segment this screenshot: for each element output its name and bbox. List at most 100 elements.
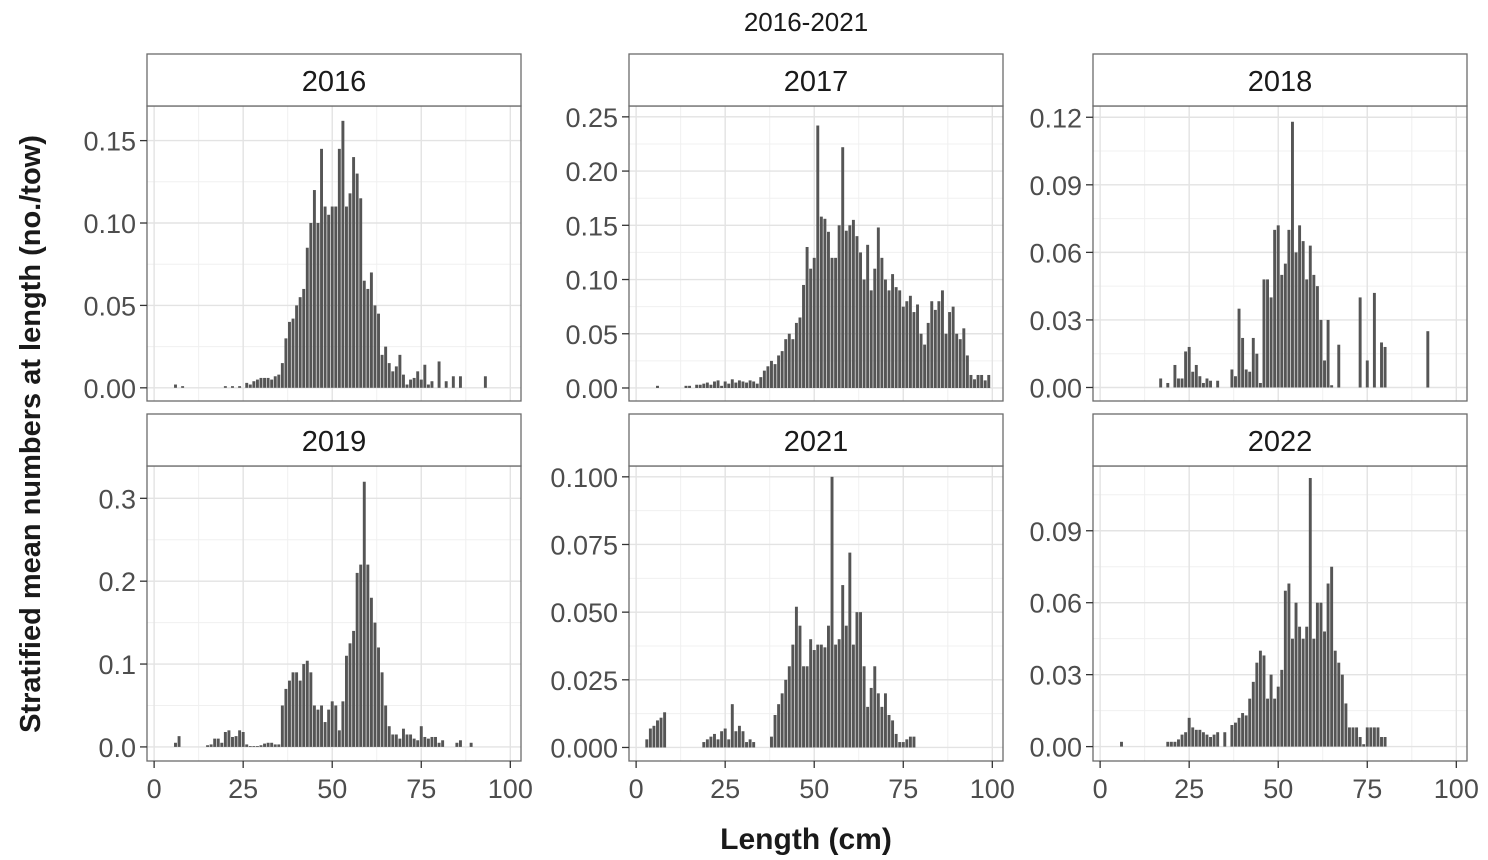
histogram-bar	[387, 726, 391, 747]
y-tick-label: 0.09	[1029, 517, 1082, 547]
histogram-bar	[255, 746, 259, 747]
histogram-bar	[1191, 727, 1195, 747]
histogram-bar	[409, 734, 413, 747]
histogram-bar	[851, 219, 855, 388]
histogram-bar	[919, 333, 923, 388]
y-tick-label: 0.0	[98, 733, 136, 763]
histogram-bar	[891, 720, 895, 748]
histogram-bar	[770, 360, 773, 388]
histogram-bar	[266, 742, 270, 747]
histogram-bar	[848, 552, 852, 748]
histogram-bar	[1355, 727, 1359, 747]
histogram-bar	[905, 739, 909, 748]
histogram-bar	[951, 306, 955, 388]
histogram-bar	[1315, 286, 1319, 388]
facet-strip	[146, 53, 522, 107]
histogram-bar	[1380, 342, 1383, 388]
histogram-bar	[1173, 741, 1177, 747]
histogram-bar	[330, 206, 334, 388]
histogram-bar	[652, 725, 656, 748]
histogram-bar	[1205, 734, 1209, 747]
histogram-bar	[320, 148, 323, 388]
histogram-bar	[869, 290, 873, 388]
histogram-bar	[419, 379, 423, 388]
histogram-bar	[809, 268, 813, 388]
histogram-bar	[298, 297, 302, 388]
histogram-bar	[773, 364, 777, 388]
histogram-bar	[1287, 583, 1291, 747]
histogram-bar	[1194, 729, 1198, 747]
histogram-bar	[841, 147, 845, 388]
histogram-bar	[384, 346, 388, 388]
histogram-bar	[248, 384, 252, 388]
figure-title: 2016-2021	[744, 7, 868, 37]
histogram-bar	[887, 290, 891, 388]
y-tick-label: 0.100	[550, 463, 618, 493]
histogram-bar	[458, 740, 462, 747]
y-tick-label: 0.06	[1029, 238, 1082, 268]
histogram-bar	[1315, 602, 1319, 747]
facet-panels: 20160.000.050.100.1520170.000.050.100.15…	[83, 53, 1479, 804]
histogram-bar	[955, 333, 959, 388]
histogram-bar	[1262, 655, 1266, 747]
x-tick-label: 50	[1263, 774, 1293, 804]
histogram-bar	[1323, 631, 1326, 747]
histogram-bar	[334, 705, 338, 747]
histogram-bar	[1337, 344, 1341, 388]
histogram-bar	[234, 736, 238, 747]
histogram-bar	[434, 736, 437, 747]
y-tick-label: 0.00	[565, 374, 618, 404]
histogram-bar	[252, 381, 256, 388]
histogram-bar	[1223, 732, 1227, 747]
histogram-bar	[663, 712, 667, 748]
histogram-bar	[855, 236, 859, 388]
histogram-bar	[933, 309, 937, 388]
histogram-bar	[777, 355, 781, 388]
histogram-bar	[1159, 378, 1163, 388]
histogram-bar	[1326, 583, 1330, 747]
facet-strip-label: 2016	[302, 66, 367, 98]
histogram-bar	[345, 655, 348, 747]
histogram-bar	[837, 225, 841, 388]
histogram-bar	[1308, 477, 1312, 747]
histogram-bar	[702, 742, 706, 748]
histogram-bar	[1194, 364, 1198, 388]
histogram-bar	[437, 361, 441, 388]
y-tick-label: 0.25	[565, 103, 618, 133]
histogram-bar	[1166, 382, 1170, 388]
histogram-bar	[259, 745, 263, 747]
histogram-bar	[1294, 602, 1298, 747]
histogram-bar	[1169, 741, 1173, 747]
histogram-bar	[851, 644, 855, 748]
histogram-bar	[1258, 382, 1262, 388]
histogram-bar	[223, 386, 227, 388]
histogram-bar	[426, 738, 430, 747]
plot-background	[629, 106, 1003, 401]
histogram-bar	[323, 722, 327, 747]
histogram-bar	[883, 279, 887, 388]
y-tick-label: 0.00	[83, 374, 136, 404]
histogram-bar	[298, 680, 302, 747]
histogram-bar	[291, 672, 295, 747]
y-tick-label: 0.3	[98, 484, 136, 514]
histogram-bar	[341, 701, 345, 747]
facet-strip-label: 2021	[784, 426, 849, 458]
y-tick-label: 0.025	[550, 666, 618, 696]
y-tick-label: 0.2	[98, 567, 136, 597]
histogram-bar	[1255, 353, 1259, 388]
histogram-bar	[702, 383, 706, 388]
y-tick-label: 0.05	[83, 291, 136, 321]
x-tick-label: 100	[1434, 774, 1479, 804]
facet-strip-label: 2018	[1248, 66, 1313, 98]
panel-2022: 2022 0.00 0.03 0.06 0.09 0 25 50 75 100	[1029, 413, 1479, 804]
histogram-bar	[273, 744, 277, 747]
histogram-bar	[398, 354, 402, 388]
histogram-bar	[1234, 376, 1237, 388]
histogram-bar	[266, 377, 270, 388]
histogram-bar	[734, 731, 738, 748]
histogram-bar	[716, 380, 720, 388]
histogram-bar	[1230, 369, 1234, 388]
histogram-bar	[741, 381, 745, 388]
histogram-bar	[777, 704, 781, 748]
histogram-bar	[1241, 337, 1245, 388]
